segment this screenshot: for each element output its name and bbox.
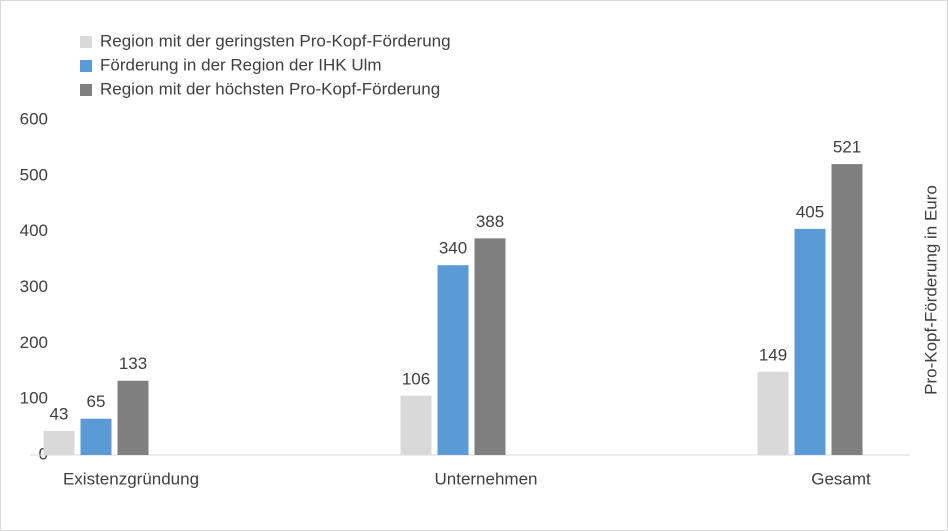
y-tick-label: 300: [20, 277, 48, 296]
data-label: 405: [796, 202, 824, 221]
data-label: 43: [50, 404, 69, 423]
bar: [43, 430, 75, 455]
y-tick-label: 0: [39, 444, 48, 463]
legend-label: Region mit der höchsten Pro-Kopf-Förderu…: [100, 79, 440, 98]
x-tick-label: Unternehmen: [434, 469, 537, 488]
y-axis-label: Pro-Kopf-Förderung in Euro: [921, 185, 940, 395]
y-tick-label: 600: [20, 109, 48, 128]
x-tick-label: Existenzgründung: [63, 469, 199, 488]
data-label: 521: [833, 138, 861, 157]
data-label: 340: [439, 239, 467, 258]
data-label: 106: [402, 369, 430, 388]
legend-swatch: [80, 60, 92, 72]
data-label: 65: [87, 392, 106, 411]
data-label: 388: [476, 212, 504, 231]
x-tick-label: Gesamt: [811, 469, 871, 488]
bar: [80, 418, 112, 455]
legend-label: Förderung in der Region der IHK Ulm: [100, 55, 382, 74]
y-tick-label: 500: [20, 165, 48, 184]
legend-swatch: [80, 84, 92, 96]
legend-swatch: [80, 36, 92, 48]
bar: [400, 395, 432, 455]
y-tick-label: 100: [20, 389, 48, 408]
data-label: 149: [759, 345, 787, 364]
bar: [474, 238, 506, 455]
legend-label: Region mit der geringsten Pro-Kopf-Förde…: [100, 31, 451, 50]
bar: [831, 164, 863, 455]
y-tick-label: 400: [20, 221, 48, 240]
bar: [757, 371, 789, 455]
bar: [437, 265, 469, 455]
bar: [117, 380, 149, 455]
data-label: 133: [119, 354, 147, 373]
bar: [794, 228, 826, 455]
y-tick-label: 200: [20, 333, 48, 352]
